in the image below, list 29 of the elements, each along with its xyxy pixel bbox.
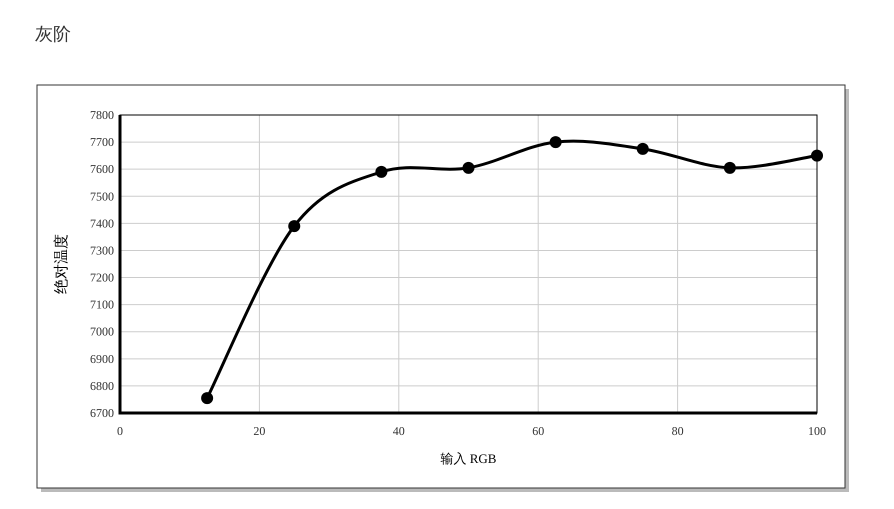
y-tick-label: 6900	[90, 352, 114, 366]
y-tick-label: 7300	[90, 243, 114, 258]
y-tick-label: 7800	[90, 108, 114, 122]
y-tick-label: 7200	[90, 270, 114, 285]
x-tick-label: 40	[392, 424, 405, 438]
y-axis-title: 绝对温度	[53, 234, 70, 294]
point	[375, 166, 388, 178]
y-tick-label: 6800	[90, 378, 114, 393]
x-tick-label: 100	[808, 424, 826, 438]
y-tick-label: 7500	[90, 189, 114, 204]
point	[550, 136, 562, 148]
point	[811, 150, 823, 162]
point	[288, 220, 300, 232]
x-tick-label: 20	[253, 424, 266, 438]
point	[201, 392, 214, 404]
y-tick-label: 6700	[90, 406, 114, 420]
chart-title: 灰阶	[35, 24, 71, 45]
point	[636, 142, 649, 155]
x-tick-label: 0	[117, 424, 123, 438]
y-tick-label: 7100	[90, 298, 114, 312]
point	[462, 162, 474, 174]
x-tick-label: 80	[672, 424, 684, 438]
y-tick-label: 7000	[90, 324, 114, 339]
x-tick-label: 60	[532, 424, 544, 438]
y-tick-label: 7600	[90, 162, 114, 176]
y-tick-label: 7700	[90, 135, 114, 150]
x-axis-title: 输入 RGB	[440, 451, 497, 466]
y-tick-label: 7400	[90, 216, 114, 230]
point	[724, 162, 736, 174]
